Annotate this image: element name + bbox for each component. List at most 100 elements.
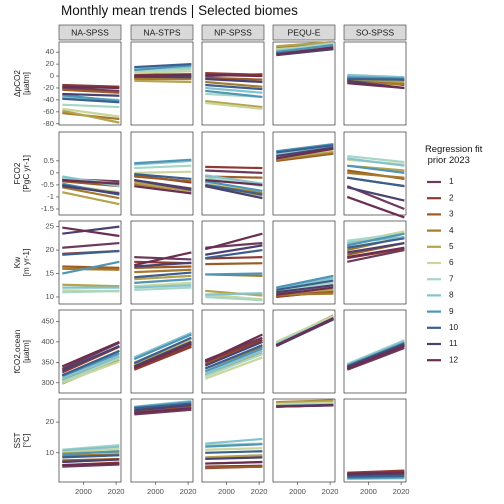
trend-line-month-9 xyxy=(347,164,405,174)
trend-line-month-5 xyxy=(276,400,334,404)
trend-line-month-12 xyxy=(134,185,192,195)
trend-line-month-12 xyxy=(347,82,405,90)
y-tick-label: -20 xyxy=(43,83,54,92)
trend-line-month-11 xyxy=(205,244,263,256)
y-axis-label-line-2: [PgC yr-1] xyxy=(22,155,31,192)
facet-panel xyxy=(130,41,194,126)
trend-line-month-3 xyxy=(205,262,263,266)
y-axis-label-line-1: ΔpCO2 xyxy=(13,70,22,97)
trend-line-month-1 xyxy=(205,169,263,174)
y-axis-label-line-1: FCO2 xyxy=(13,162,22,184)
legend-label: 8 xyxy=(449,291,454,300)
trend-line-month-1 xyxy=(62,86,120,93)
trend-line-month-12 xyxy=(276,286,334,296)
facet-strip-label: NA-STPS xyxy=(143,27,181,37)
y-tick-label: 20 xyxy=(46,417,54,426)
legend-label: 2 xyxy=(449,193,454,202)
trend-line-month-7 xyxy=(134,164,192,170)
facet-strip-label: NA-SPSS xyxy=(71,27,109,37)
trend-line-month-10 xyxy=(347,77,405,81)
legend-label: 12 xyxy=(449,355,459,364)
trend-line-month-7 xyxy=(134,286,192,292)
trend-line-month-5 xyxy=(205,454,263,459)
facet-strip-label: NP-SPSS xyxy=(214,27,252,37)
trend-line-month-4 xyxy=(134,268,192,274)
trend-line-month-11 xyxy=(204,340,263,367)
trend-line-month-10 xyxy=(205,183,263,196)
legend-label: 3 xyxy=(449,210,454,219)
trend-line-month-10 xyxy=(62,249,120,256)
trend-line-month-11 xyxy=(62,225,120,235)
y-tick-label: 350 xyxy=(41,357,54,366)
trend-line-month-9 xyxy=(62,260,120,275)
trend-line-month-4 xyxy=(62,267,120,271)
y-tick-label: -60 xyxy=(43,107,54,116)
trend-line-month-10 xyxy=(134,271,192,279)
trend-line-month-9 xyxy=(62,94,120,103)
trend-line-month-9 xyxy=(134,278,192,284)
trend-line-month-10 xyxy=(347,474,405,478)
legend-label: 10 xyxy=(449,323,459,332)
trend-line-month-11 xyxy=(276,146,334,158)
trend-line-month-12 xyxy=(276,404,334,408)
trend-line-month-7 xyxy=(134,67,192,73)
trend-line-month-12 xyxy=(347,471,405,475)
trend-line-month-12 xyxy=(134,251,192,267)
trend-line-month-12 xyxy=(205,460,263,465)
y-axis-label-line-2: [°C] xyxy=(22,434,31,448)
trend-line-month-11 xyxy=(134,261,192,268)
x-tick-label: 2000 xyxy=(147,487,164,496)
trend-line-month-8 xyxy=(276,277,334,290)
trend-line-month-8 xyxy=(133,331,192,359)
trend-line-month-2 xyxy=(205,165,263,170)
y-tick-label: -80 xyxy=(43,119,54,128)
trend-line-month-9 xyxy=(205,180,263,193)
y-tick-label: 0 xyxy=(50,71,54,80)
trend-line-month-9 xyxy=(347,76,405,80)
trend-line-month-3 xyxy=(205,465,263,469)
trend-line-month-6 xyxy=(276,401,334,406)
trend-line-month-12 xyxy=(134,73,192,78)
trend-line-month-9 xyxy=(62,450,120,456)
trend-line-month-10 xyxy=(62,454,120,459)
y-tick-label: 25 xyxy=(46,222,54,231)
legend-label: 11 xyxy=(449,339,458,348)
y-axis-label: ΔpCO2[µatm] xyxy=(13,70,31,97)
y-axis-label-line-2: [µatm] xyxy=(22,340,31,363)
trend-line-month-12 xyxy=(205,179,263,187)
trend-line-month-6 xyxy=(205,447,263,451)
trend-line-month-11 xyxy=(205,185,263,200)
trend-line-month-1 xyxy=(346,346,405,371)
trend-line-month-10 xyxy=(61,349,120,377)
trend-line-month-10 xyxy=(347,237,405,249)
trend-line-month-8 xyxy=(204,349,263,375)
trend-line-month-6 xyxy=(204,356,263,380)
trend-line-month-9 xyxy=(204,347,263,373)
legend-label: 6 xyxy=(449,258,454,267)
trend-line-month-8 xyxy=(205,86,263,94)
y-tick-label: -1.5 xyxy=(41,204,54,213)
trend-line-month-10 xyxy=(134,62,192,69)
trend-line-month-2 xyxy=(133,345,192,371)
trend-line-month-11 xyxy=(205,77,263,84)
trend-line-month-11 xyxy=(347,186,405,202)
trend-line-month-7 xyxy=(62,289,120,294)
facet-strip xyxy=(272,24,336,41)
trend-line-month-4 xyxy=(62,186,120,200)
trend-line-month-3 xyxy=(134,175,192,183)
facet-panel xyxy=(58,398,122,483)
trend-line-month-6 xyxy=(62,448,120,453)
trend-line-month-12 xyxy=(62,85,120,90)
trend-line-month-7 xyxy=(204,353,263,378)
legend-label: 4 xyxy=(449,226,454,235)
trend-line-month-6 xyxy=(134,281,192,288)
trend-line-month-10 xyxy=(134,173,192,181)
x-tick-label: 2000 xyxy=(75,487,92,496)
facet-panel xyxy=(272,41,336,126)
trend-line-month-8 xyxy=(134,284,192,289)
trend-line-month-11 xyxy=(62,185,120,195)
trend-line-month-2 xyxy=(62,83,120,88)
trend-line-month-11 xyxy=(134,179,192,191)
facet-panel xyxy=(272,398,336,483)
chart-title: Monthly mean trends | Selected biomes xyxy=(61,3,298,18)
